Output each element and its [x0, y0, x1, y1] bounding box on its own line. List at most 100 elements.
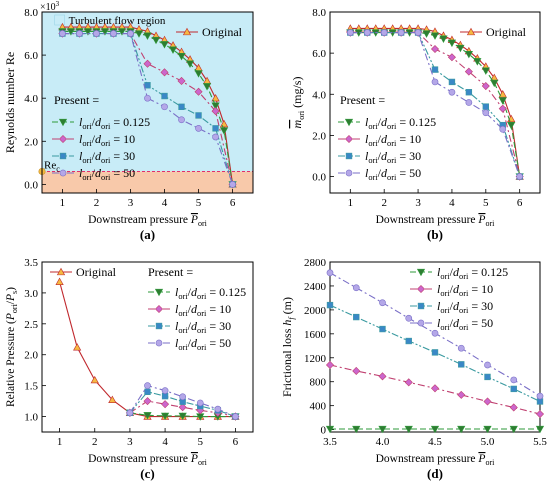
data-point-p10	[143, 397, 152, 406]
x-tick-label: 1	[57, 436, 63, 448]
data-point-p30	[144, 82, 151, 89]
data-point-p10	[378, 372, 387, 381]
data-point-p50	[178, 116, 185, 124]
data-point-original	[211, 93, 220, 102]
data-point-p10	[352, 366, 361, 375]
panel-label: (d)	[427, 466, 443, 481]
data-point-p0125	[160, 41, 169, 49]
data-point-p0125	[178, 412, 187, 421]
y-tick-label: 4.0	[312, 89, 326, 101]
data-point-p0125	[507, 121, 516, 130]
data-point-p0125	[464, 50, 473, 59]
x-tick-label: 4	[449, 197, 455, 209]
y-tick-label: 2.5	[24, 319, 38, 331]
data-point-p0125	[83, 28, 93, 36]
panel-c: 1 2 3 4 5 6 1.0 1.5 2.0 2.5 3.0 3.5 (c)Downstream pr…	[5, 257, 254, 481]
y-tick-label: 2.0	[312, 130, 326, 142]
data-point-p50	[196, 399, 204, 407]
data-point-p30	[144, 388, 151, 395]
legend-marker-p10	[154, 304, 164, 314]
data-point-p50	[431, 329, 439, 337]
x-tick-label: 6	[233, 436, 239, 448]
plot-frame	[329, 11, 541, 194]
legend-label-p30: lori/dori = 30	[365, 149, 421, 165]
legend-label-p10: lori/dori = 10	[79, 132, 135, 148]
data-point-p50	[499, 125, 507, 133]
x-tick-label: 5.5	[533, 436, 547, 448]
data-point-p50	[144, 94, 151, 102]
legend-marker-p30	[345, 152, 353, 160]
legend-label-p10: lori/dori = 10	[365, 132, 421, 148]
x-tick-label: 3.5	[323, 436, 337, 448]
y-tick-label: 1.0	[24, 412, 38, 424]
data-point-p50	[363, 29, 371, 36]
data-point-p30	[178, 103, 185, 110]
data-point-p50	[516, 173, 524, 180]
data-point-p30	[405, 337, 412, 345]
data-point-p0125	[430, 32, 440, 40]
y-tick-label: 2.0	[24, 136, 38, 148]
data-point-p10	[211, 107, 220, 116]
x-tick-label: 6	[230, 197, 236, 209]
data-point-p50	[232, 413, 239, 420]
data-point-p50	[484, 361, 491, 369]
data-point-p30	[195, 112, 202, 119]
panel-b: 1 2 3 4 5 6 0.0 2.0 4.0 6.0 8.0 (b)Downstream press…	[290, 7, 541, 242]
x-tick-label: 5.0	[481, 436, 495, 448]
legend-label-p30: lori/dori = 30	[437, 299, 493, 315]
legend-marker-p0125	[58, 118, 68, 127]
data-point-p10	[194, 87, 203, 96]
data-point-p0125	[134, 30, 144, 38]
data-point-p30	[510, 385, 517, 393]
data-point-p10	[535, 410, 545, 419]
data-point-p0125	[168, 46, 178, 54]
data-point-p50	[414, 29, 422, 36]
x-tick-label: 2	[381, 197, 387, 209]
data-point-original	[90, 375, 99, 384]
legend-marker-p0125	[344, 118, 354, 127]
data-point-p50	[397, 29, 405, 36]
data-point-p50	[59, 30, 66, 37]
data-point-original	[108, 395, 117, 404]
data-point-p50	[379, 299, 386, 307]
re-c-label: Rec	[44, 159, 60, 173]
data-point-p0125	[490, 79, 499, 88]
data-point-p0125	[430, 425, 440, 434]
y-tick-label: 3.5	[24, 257, 38, 269]
data-point-p10	[464, 67, 473, 76]
legend-present-label: Present =	[54, 93, 99, 107]
data-point-p50	[76, 30, 83, 37]
y-tick-label: 2400	[304, 281, 327, 293]
x-tick-label: 4	[162, 436, 168, 448]
data-point-p0125	[100, 28, 110, 36]
legend-label-p10: lori/dori = 10	[175, 302, 231, 318]
legend-marker-p50	[59, 169, 67, 177]
x-axis-label: Downstream pressure Pori	[88, 214, 208, 228]
data-point-p50	[212, 133, 219, 141]
data-point-p50	[482, 109, 490, 117]
y-axis-label: Reynolds number Re	[3, 52, 17, 153]
y-tick-label: 800	[310, 377, 327, 389]
y-tick-label: 4.0	[24, 93, 38, 105]
y-tick-label: 0.0	[24, 179, 38, 191]
data-point-p0125	[535, 425, 545, 434]
data-point-p0125	[404, 425, 413, 434]
x-tick-label: 4.0	[376, 436, 390, 448]
legend-marker-p50	[417, 319, 425, 327]
y-tick-label: 0	[321, 425, 327, 437]
data-point-p0125	[473, 58, 482, 66]
data-point-p50	[448, 88, 456, 96]
y-axis-label: mori (mg/s)	[290, 77, 306, 129]
x-tick-label: 5	[198, 436, 204, 448]
x-tick-label: 4	[162, 197, 168, 209]
data-point-p0125	[143, 412, 152, 420]
legend-marker-original	[466, 27, 476, 36]
data-point-p0125	[439, 35, 448, 43]
data-point-p30	[431, 349, 439, 356]
panel-label: (b)	[427, 227, 443, 242]
legend-marker-p50	[345, 169, 353, 177]
data-point-p50	[465, 99, 473, 106]
x-tick-label: 3	[128, 197, 134, 209]
data-point-p50	[457, 344, 465, 352]
data-point-p0125	[509, 425, 518, 434]
